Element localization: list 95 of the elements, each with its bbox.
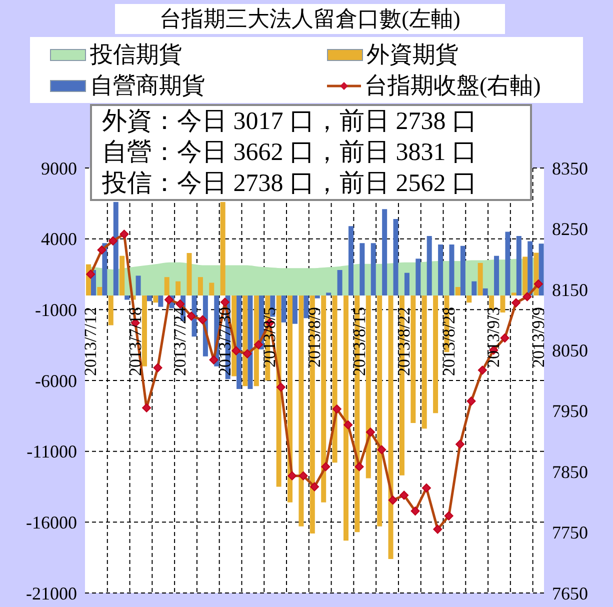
bar bbox=[422, 296, 427, 429]
bar bbox=[292, 296, 298, 324]
bar bbox=[377, 296, 382, 526]
legend-label: 外資期貨 bbox=[366, 41, 458, 69]
bar bbox=[304, 296, 309, 318]
x-tick-label: 2013/8/9 bbox=[305, 307, 324, 368]
bar bbox=[314, 296, 320, 298]
x-tick-label: 2013/7/18 bbox=[126, 307, 145, 376]
bar bbox=[538, 244, 544, 296]
bar bbox=[120, 256, 125, 296]
x-tick-label: 2013/7/12 bbox=[81, 307, 100, 376]
bar bbox=[426, 236, 432, 296]
y2-tick-label: 8050 bbox=[552, 340, 588, 361]
bar bbox=[466, 296, 472, 303]
bar bbox=[198, 277, 203, 296]
bar bbox=[281, 296, 286, 322]
bar bbox=[522, 256, 528, 296]
bar bbox=[153, 296, 158, 303]
y-tick-label: 4000 bbox=[41, 229, 77, 250]
bar bbox=[254, 296, 259, 386]
y2-tick-label: 7950 bbox=[552, 401, 588, 422]
bar bbox=[236, 296, 242, 389]
bar bbox=[242, 296, 248, 386]
bar bbox=[388, 296, 394, 559]
bar bbox=[348, 226, 354, 296]
bar bbox=[209, 282, 214, 296]
bar bbox=[97, 287, 102, 296]
y-tick-label: -6000 bbox=[35, 370, 77, 391]
bar bbox=[360, 243, 365, 296]
bar bbox=[404, 272, 410, 296]
bar bbox=[500, 296, 506, 312]
chart-title: 台指期三大法人留倉口數(左軸) bbox=[115, 4, 505, 34]
bar bbox=[164, 277, 170, 296]
bar bbox=[438, 244, 444, 296]
x-tick-label: 2013/8/5 bbox=[260, 307, 280, 368]
y2-tick-label: 8150 bbox=[552, 280, 588, 300]
bar bbox=[158, 296, 164, 307]
x-tick-label: 2013/8/15 bbox=[350, 307, 369, 376]
bar bbox=[332, 296, 338, 463]
bar bbox=[108, 296, 114, 326]
bar bbox=[370, 243, 376, 296]
bar bbox=[288, 296, 293, 502]
text: 外資：今日 3017 口，前日 2738 口 bbox=[102, 107, 478, 137]
bar bbox=[326, 292, 332, 296]
bar bbox=[455, 287, 460, 296]
bar bbox=[494, 256, 500, 296]
bar bbox=[511, 292, 516, 296]
bar bbox=[176, 281, 181, 296]
bar bbox=[146, 296, 152, 302]
bar bbox=[528, 241, 533, 296]
bar bbox=[410, 296, 416, 423]
bar bbox=[449, 244, 454, 296]
legend-label: 自營商期貨 bbox=[90, 72, 205, 100]
bar bbox=[321, 296, 326, 502]
bar bbox=[393, 219, 398, 296]
y-tick-label: 9000 bbox=[41, 158, 77, 178]
bar bbox=[460, 246, 466, 296]
y2-tick-label: 7750 bbox=[552, 522, 588, 543]
bar bbox=[505, 232, 510, 296]
y2-tick-label: 7850 bbox=[552, 462, 588, 482]
bar bbox=[433, 296, 438, 414]
bar bbox=[343, 296, 348, 541]
bar bbox=[478, 262, 483, 296]
y2-tick-label: 8250 bbox=[552, 219, 588, 240]
text: 自營：今日 3662 口，前日 3831 口 bbox=[102, 138, 478, 168]
x-tick-label: 2013/7/30 bbox=[215, 307, 234, 376]
bar bbox=[136, 276, 141, 296]
annotation: 投信：今日 2738 口，前日 2562 口 bbox=[102, 169, 478, 199]
bar bbox=[482, 288, 488, 296]
bar bbox=[276, 296, 282, 487]
y2-tick-label: 8350 bbox=[552, 158, 588, 178]
y-tick-label: -11000 bbox=[26, 442, 77, 462]
bar bbox=[113, 202, 118, 296]
bar bbox=[220, 202, 226, 296]
legend-label: 投信期貨 bbox=[90, 41, 182, 69]
bar bbox=[382, 209, 388, 296]
x-tick-label: 2013/9/9 bbox=[528, 307, 548, 368]
x-tick-label: 2013/8/28 bbox=[439, 307, 458, 376]
y-tick-label: -1000 bbox=[35, 300, 77, 320]
bar bbox=[186, 253, 192, 296]
x-tick-label: 2013/9/3 bbox=[484, 307, 504, 368]
bar bbox=[416, 258, 421, 296]
bar bbox=[337, 270, 342, 296]
bar bbox=[248, 296, 253, 389]
bar bbox=[142, 296, 147, 366]
bar bbox=[124, 296, 130, 300]
y-tick-label: -16000 bbox=[26, 512, 77, 533]
y2-tick-label: 7650 bbox=[552, 583, 588, 604]
bar bbox=[298, 296, 304, 526]
y-tick-label: -21000 bbox=[26, 583, 77, 604]
bar bbox=[516, 236, 522, 296]
x-tick-label: 2013/8/22 bbox=[394, 307, 414, 376]
bar bbox=[472, 281, 477, 296]
legend-label: 台指期收盤(右軸) bbox=[364, 72, 541, 100]
bar bbox=[366, 296, 371, 478]
